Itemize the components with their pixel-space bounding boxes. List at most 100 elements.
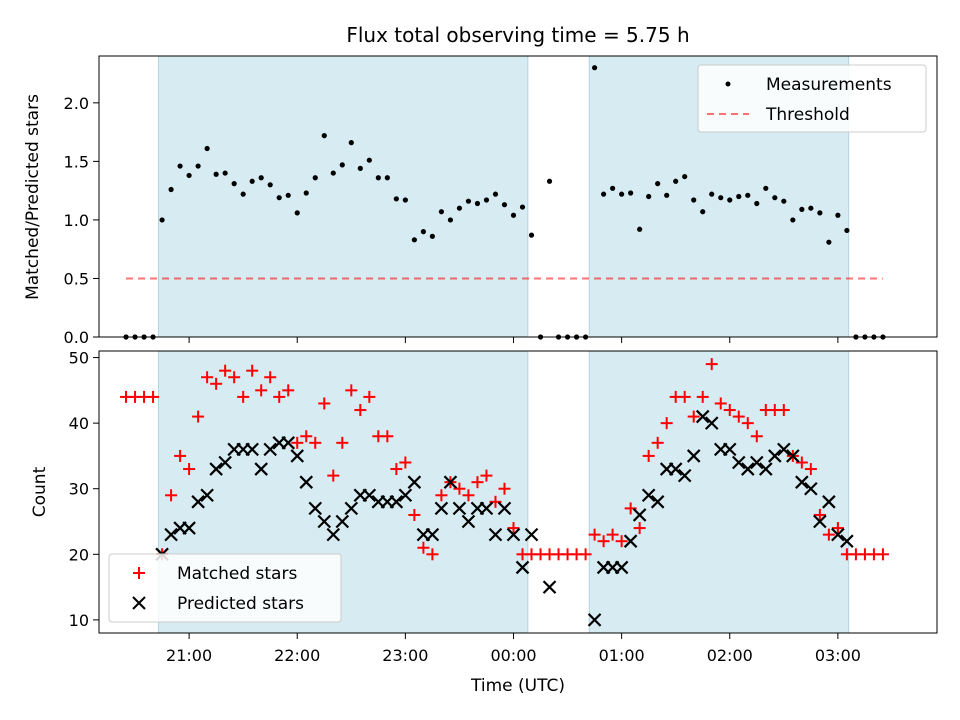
matched-star-marker [813, 508, 826, 521]
predicted-star-marker [677, 468, 692, 483]
matched-star-marker [507, 522, 520, 535]
predicted-star-stroke [515, 560, 530, 575]
bottom-panel: 10 20 30 40 50 21:00 22:00 23:00 00:00 01:00 02:0… [30, 349, 938, 696]
predicted-star-marker [281, 436, 296, 450]
matched-star-marker [687, 410, 700, 423]
measurement-point [267, 182, 273, 188]
matched-star-marker [183, 463, 196, 476]
bottom-x-ticks: 21:00 22:00 23:00 00:00 01:00 02:00 03:00 [166, 633, 861, 665]
x-tick-label: 21:00 [166, 646, 212, 665]
measurement-point [411, 237, 417, 243]
matched-star-marker [615, 535, 628, 548]
measurement-point [375, 175, 381, 181]
predicted-star-stroke [182, 521, 196, 535]
bottom-axes-frame [98, 350, 938, 634]
predicted-star-marker [768, 449, 782, 463]
predicted-star-stroke [191, 495, 205, 509]
predicted-star-marker [731, 455, 746, 470]
matched-star-marker [435, 489, 448, 502]
measurement-point [420, 229, 426, 235]
predicted-star-marker [614, 560, 629, 575]
measurement-point [844, 227, 850, 234]
y-tick-label: 50 [69, 349, 89, 368]
measurement-point [303, 190, 309, 196]
predicted-star-marker [389, 495, 404, 509]
y-tick-label: 20 [69, 545, 89, 564]
matched-star-marker [237, 390, 250, 403]
top-legend-box [697, 64, 927, 133]
measurement-point [835, 212, 841, 218]
matched-star-marker [255, 384, 268, 397]
predicted-star-stroke [804, 481, 818, 496]
measurement-point [330, 170, 336, 176]
y-tick-label: 0.0 [64, 328, 89, 347]
matched-star-marker [354, 404, 367, 417]
legend-predicted-marker [132, 596, 146, 610]
matched-star-marker [597, 535, 610, 548]
observing-interval [157, 55, 529, 338]
predicted-star-marker [822, 495, 836, 509]
measurement-point [195, 163, 201, 169]
measurement-point [754, 200, 760, 207]
matched-star-marker [462, 489, 475, 502]
measurement-point [655, 181, 661, 187]
measurement-point [339, 162, 345, 168]
predicted-star-marker [759, 462, 773, 476]
measurement-point [240, 191, 246, 197]
matched-star-marker [750, 430, 763, 443]
matched-star-marker [219, 364, 232, 377]
predicted-star-marker [398, 488, 413, 503]
predicted-star-marker [335, 514, 350, 529]
matched-star-marker [705, 358, 718, 371]
predicted-star-marker [515, 560, 530, 575]
predicted-star-stroke [218, 455, 232, 470]
matched-star-marker [804, 463, 817, 476]
top-measurements [123, 65, 886, 340]
measurement-point [321, 133, 327, 139]
top-axes-frame [98, 55, 938, 338]
bottom-y-axis-label: Count [30, 466, 50, 517]
measurement-point [204, 145, 210, 152]
matched-star-marker [345, 384, 358, 397]
predicted-star-stroke [290, 449, 305, 463]
predicted-star-stroke [335, 514, 350, 529]
matched-star-marker [399, 456, 412, 469]
predicted-star-stroke [641, 488, 656, 503]
bottom-legend-box [108, 553, 342, 623]
measurement-point [348, 140, 354, 146]
measurement-point [249, 178, 255, 184]
predicted-star-marker [290, 449, 305, 463]
predicted-star-stroke [434, 501, 449, 516]
measurement-point [294, 210, 300, 216]
measurement-point [646, 193, 652, 200]
predicted-star-marker [191, 495, 205, 509]
predicted-star-stroke [704, 416, 719, 430]
predicted-star-marker [488, 527, 503, 542]
predicted-star-marker [254, 462, 268, 476]
predicted-star-marker [434, 501, 449, 516]
predicted-star-stroke [731, 455, 746, 470]
predicted-star-stroke [479, 501, 494, 516]
matched-star-marker [228, 371, 241, 384]
predicted-star-stroke [632, 508, 647, 522]
matched-star-marker [363, 390, 376, 403]
legend-matched-marker [133, 567, 145, 579]
predicted-star-marker [200, 488, 214, 503]
measurement-point [601, 191, 607, 197]
predicted-star-marker [695, 409, 710, 424]
predicted-star-stroke [677, 468, 692, 483]
x-tick-label: 23:00 [382, 646, 428, 665]
matched-star-marker [246, 364, 259, 377]
predicted-star-marker [542, 580, 557, 594]
predicted-star-marker [344, 501, 359, 516]
measurement-point [510, 212, 517, 218]
matched-star-marker [831, 522, 844, 535]
predicted-star-stroke [326, 527, 341, 542]
measurement-point [826, 239, 832, 245]
matched-star-marker [174, 449, 187, 462]
predicted-star-stroke [650, 495, 665, 509]
matched-star-marker [723, 404, 736, 417]
matched-star-marker [480, 469, 493, 482]
predicted-star-stroke [768, 449, 782, 463]
predicted-star-stroke [506, 527, 521, 542]
